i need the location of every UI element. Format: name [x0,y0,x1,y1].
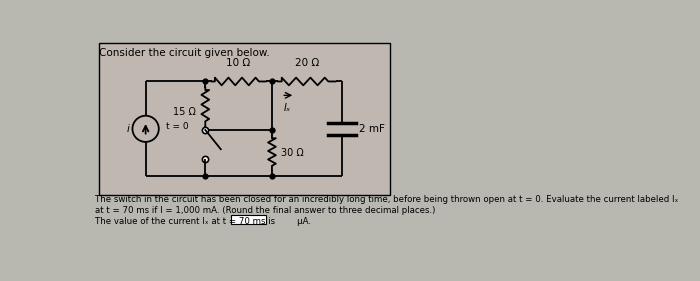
Text: 30 Ω: 30 Ω [281,148,304,158]
Text: 2 mF: 2 mF [358,124,384,134]
Text: The value of the current Iₓ at t = 70 ms is        μA.: The value of the current Iₓ at t = 70 ms… [95,217,312,226]
Text: Consider the circuit given below.: Consider the circuit given below. [99,47,270,58]
Text: t = 0: t = 0 [166,122,188,131]
Text: at t = 70 ms if I = 1,000 mA. (Round the final answer to three decimal places.): at t = 70 ms if I = 1,000 mA. (Round the… [95,206,435,215]
Text: The switch in the circuit has been closed for an incredibly long time, before be: The switch in the circuit has been close… [95,195,678,204]
Bar [99,43,390,195]
Text: i: i [127,124,130,134]
Text: 15 Ω: 15 Ω [173,107,196,117]
Text: 10 Ω: 10 Ω [227,58,251,68]
Text: 20 Ω: 20 Ω [295,58,319,68]
Text: Iₓ: Iₓ [284,103,291,113]
Bar [231,216,266,224]
